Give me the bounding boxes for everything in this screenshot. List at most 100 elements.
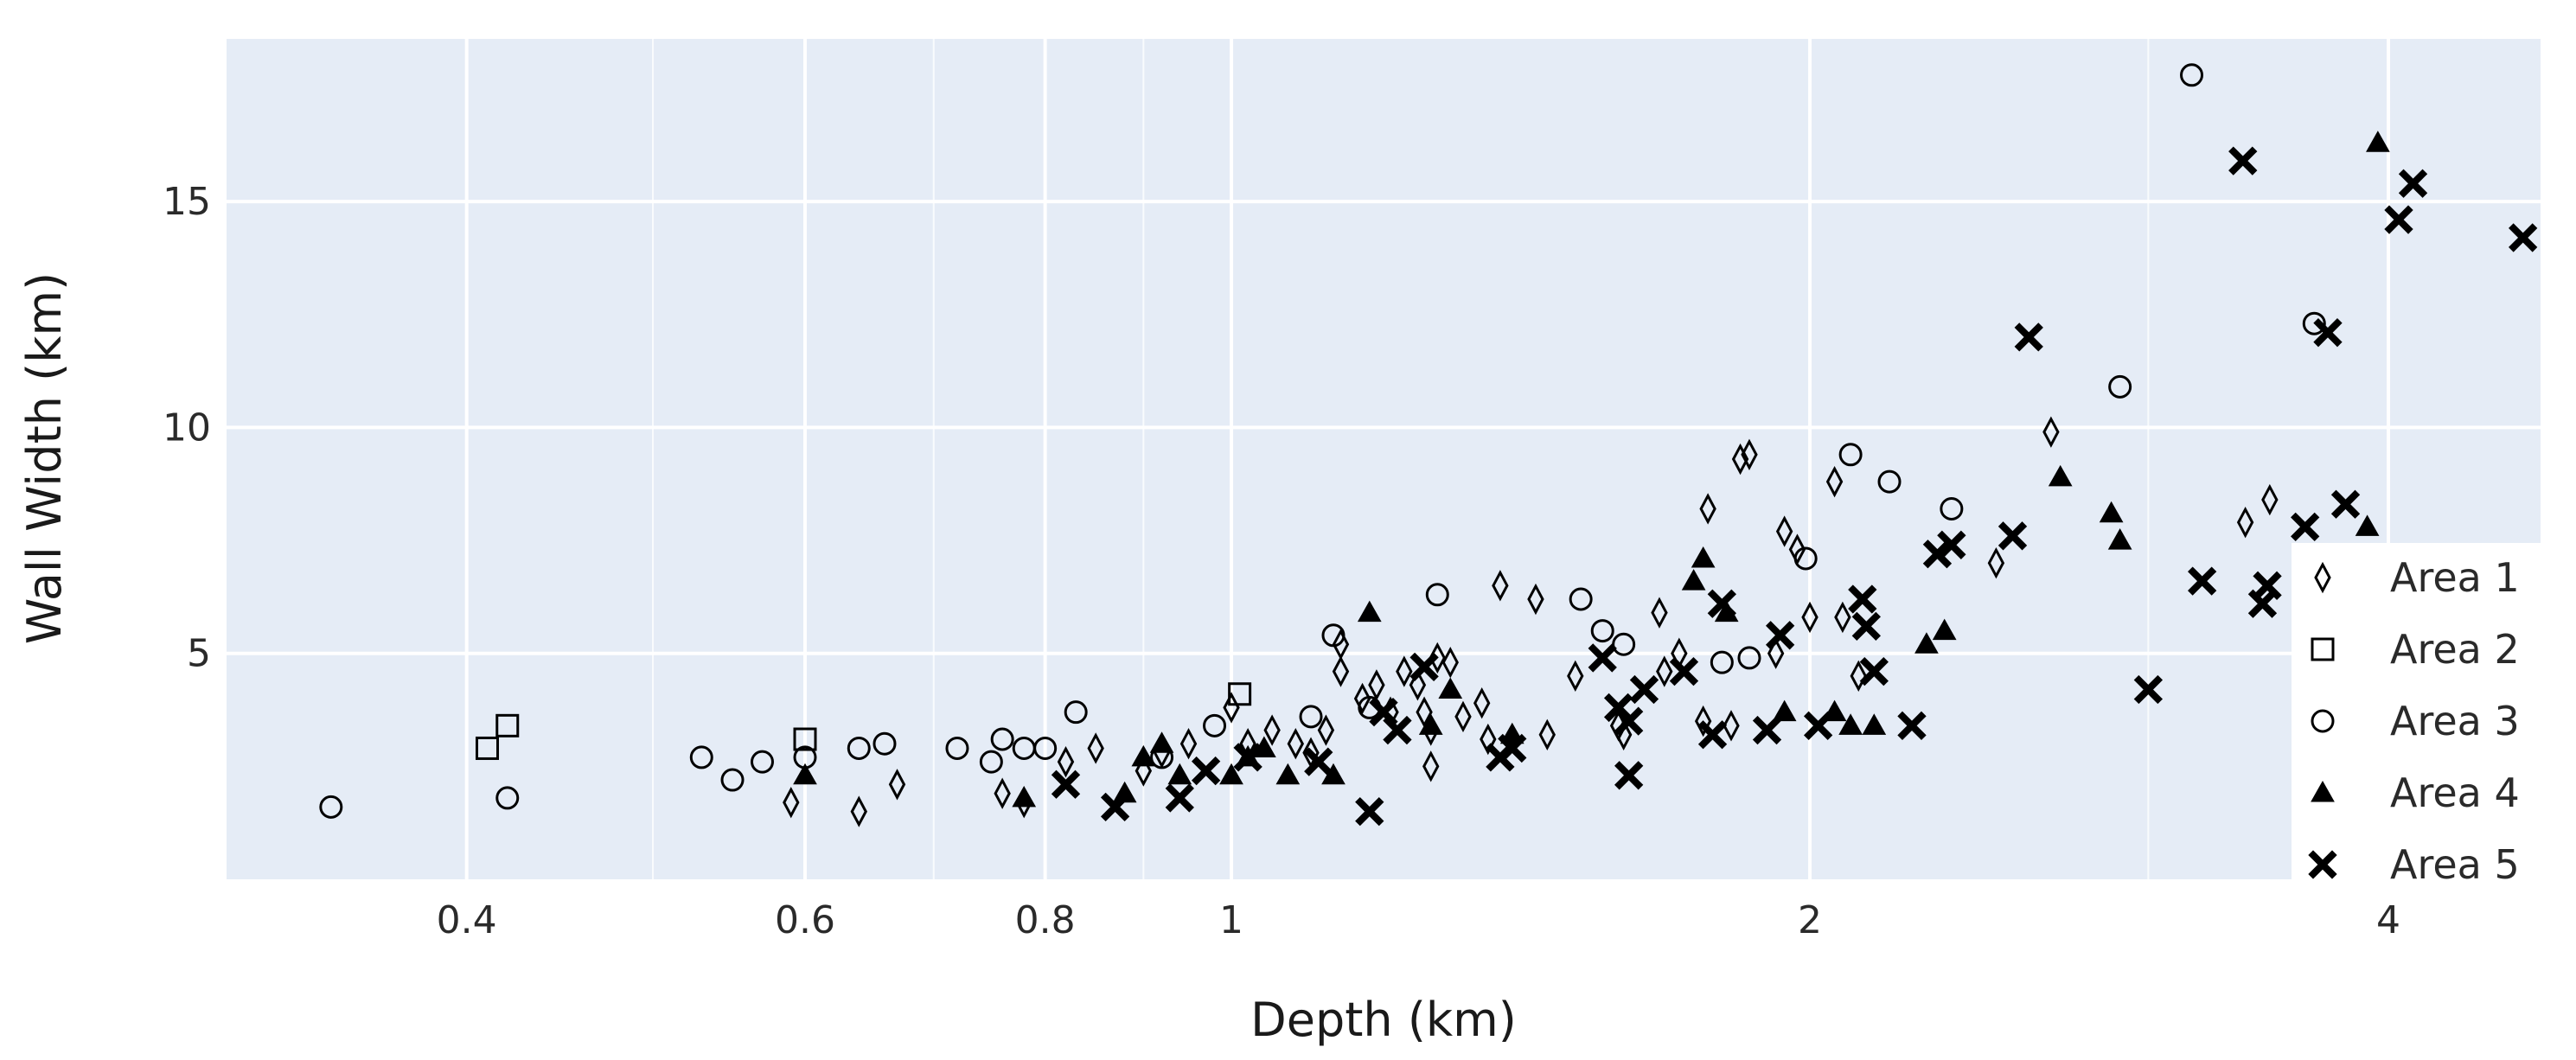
data-point [1100,792,1130,822]
data-point [1614,761,1644,790]
y-tick-label: 15 [163,180,211,224]
x-tick-label: 1 [1219,898,1243,942]
data-point [1332,629,1350,661]
data-point [1087,732,1104,764]
data-point [1299,705,1323,729]
data-point [2133,674,2164,705]
data-point [2291,512,2320,542]
data-point [1275,763,1301,785]
legend-item: Area 3 [2311,698,2520,744]
data-point [1612,632,1636,656]
data-point [1357,600,1382,623]
data-point [2366,131,2390,152]
legend-label: Area 1 [2390,554,2520,601]
data-point [1179,728,1198,760]
data-point [750,750,774,774]
data-point [1877,469,1902,494]
data-point [1287,728,1305,760]
data-point [689,745,713,769]
data-point [2313,318,2343,348]
series-area-4 [793,131,2390,808]
data-point [2108,374,2132,399]
x-tick-label: 0.6 [775,898,835,942]
data-point [1998,521,2028,551]
data-point [1848,584,1877,614]
data-point [1409,652,1439,682]
data-point [1825,465,1844,498]
data-point [1219,763,1243,785]
data-point [319,795,343,819]
data-point [1425,583,1449,607]
data-point [1057,745,1075,778]
data-point [1834,601,1851,634]
data-point [793,763,817,785]
data-point [1772,699,1797,722]
legend-item: Area 5 [2308,841,2520,888]
series-area-3 [319,63,2326,819]
data-point [1850,660,1867,693]
data-point [1859,656,1889,686]
data-point [1418,713,1443,735]
data-point [2107,528,2132,550]
data-point [1165,783,1194,813]
data-point [1191,756,1221,786]
x-tick-label: 0.8 [1015,898,1076,942]
data-point [2042,416,2060,448]
data-point [1801,601,1819,634]
grid-lines [227,39,2541,879]
data-point [1937,530,1966,559]
data-point [1765,621,1795,650]
data-point [1651,597,1668,629]
data-point [1454,700,1472,733]
data-point [1332,655,1350,687]
legend-item: Area 1 [2314,554,2520,601]
data-point [1940,496,1964,520]
data-point [2236,506,2254,539]
x-axis-title: Depth (km) [1250,993,1517,1047]
data-point [1064,700,1088,725]
data-point [1588,643,1617,673]
data-point [1203,713,1227,738]
data-point [1567,660,1584,693]
data-point [1135,755,1153,787]
data-point [888,769,906,801]
data-point [475,736,499,760]
data-point [1803,711,1833,740]
data-point [1538,718,1556,750]
legend-label: Area 4 [2390,769,2520,816]
data-point [1492,570,1509,602]
data-point [1681,569,1706,591]
data-point [1321,623,1346,648]
legend: Area 1 Area 2 Area 3 Area 4 Area 5 [2292,543,2542,899]
data-point [1422,750,1440,782]
data-point [1723,710,1740,742]
data-point [2261,483,2279,516]
legend-label: Area 5 [2390,841,2520,888]
data-point [873,731,897,756]
x-tick-label: 0.4 [437,898,497,942]
x-tick-label: 2 [1798,898,1822,942]
data-point [2302,311,2326,335]
data-point [2228,146,2258,176]
data-point [2099,501,2124,523]
data-point [1353,682,1371,715]
y-tick-labels: 5 10 15 [163,180,211,676]
data-point [1416,696,1433,728]
data-point [945,736,969,760]
plot-area-background [227,39,2541,879]
data-point [1741,438,1758,470]
data-point [1473,687,1491,719]
y-axis-title: Wall Width (km) [17,272,72,644]
data-point [1987,547,2005,579]
legend-marker [2311,780,2335,802]
y-tick-label: 10 [163,405,211,450]
data-point [1775,515,1793,547]
legend-marker [2311,709,2335,733]
data-point [2384,205,2413,234]
data-point [1149,731,1174,753]
data-point [2253,571,2282,600]
data-point [720,768,745,792]
data-point [2048,464,2073,487]
legend-item: Area 2 [2311,626,2520,673]
